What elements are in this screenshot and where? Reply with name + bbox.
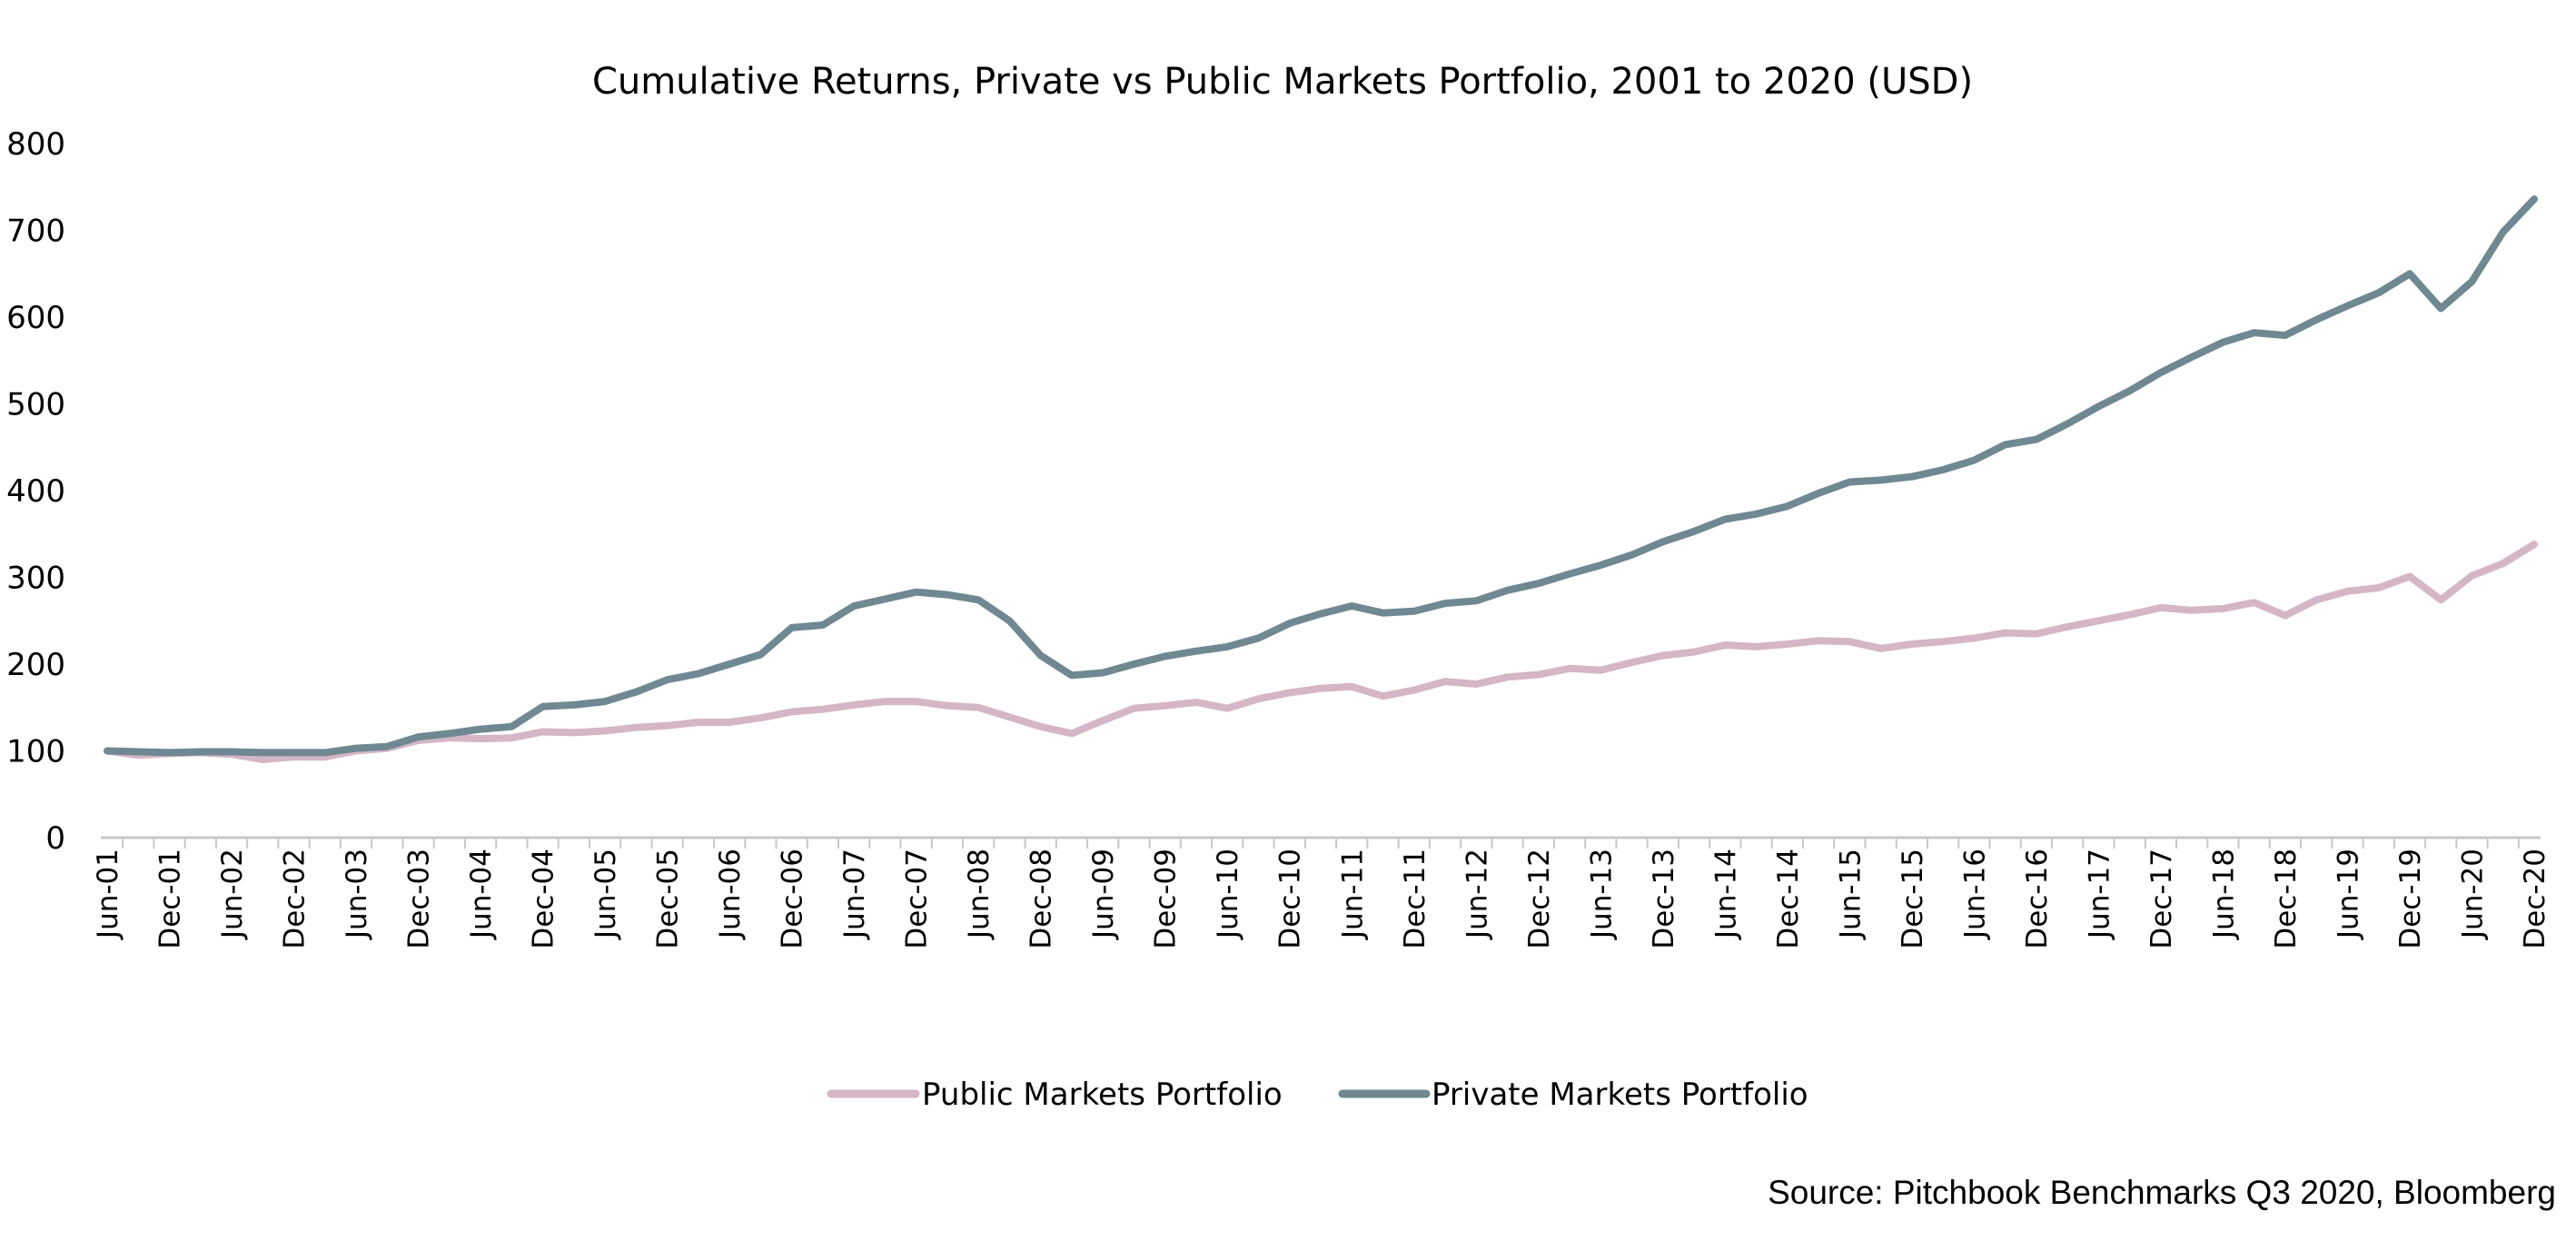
x-tick-label: Dec-16 bbox=[2021, 849, 2054, 949]
x-tick-label: Dec-06 bbox=[777, 849, 809, 949]
y-tick-label: 600 bbox=[6, 300, 65, 336]
x-tick-label: Jun-09 bbox=[1087, 849, 1120, 940]
x-tick-label: Jun-06 bbox=[714, 849, 747, 940]
x-tick-label: Dec-01 bbox=[154, 849, 187, 949]
x-tick-label: Dec-14 bbox=[1772, 849, 1805, 949]
x-tick-label: Jun-17 bbox=[2083, 849, 2115, 940]
x-tick-label: Dec-09 bbox=[1150, 849, 1183, 949]
x-tick-label: Dec-10 bbox=[1274, 849, 1307, 949]
series-line-private-markets bbox=[104, 195, 2538, 757]
y-tick-label: 200 bbox=[6, 647, 65, 683]
x-tick-label: Jun-04 bbox=[465, 849, 498, 940]
x-tick-label: Dec-11 bbox=[1399, 849, 1432, 949]
x-tick-label: Dec-13 bbox=[1648, 849, 1680, 949]
x-tick-label: Jun-16 bbox=[1958, 849, 1991, 940]
series-lines bbox=[104, 195, 2538, 763]
x-tick-label: Dec-07 bbox=[901, 849, 934, 949]
x-tick-label: Jun-18 bbox=[2207, 849, 2240, 940]
y-axis-tick-labels: 0 100 200 300 400 500 600 700 800 bbox=[6, 126, 65, 857]
source-note: Source: Pitchbook Benchmarks Q3 2020, Bl… bbox=[1768, 1174, 2556, 1211]
y-tick-label: 100 bbox=[6, 734, 65, 770]
x-tick-label: Jun-03 bbox=[341, 849, 373, 940]
x-tick-label: Jun-02 bbox=[216, 849, 249, 940]
y-tick-label: 400 bbox=[6, 473, 65, 510]
x-tick-label: Dec-19 bbox=[2394, 849, 2427, 949]
x-axis-tick-labels: Jun-01 Dec-01 Jun-02 Dec-02 Jun-03 Dec-03 Jun-… bbox=[92, 849, 2551, 949]
legend: Public Markets Portfolio Private Markets… bbox=[827, 1077, 1808, 1113]
y-tick-label: 300 bbox=[6, 561, 65, 597]
y-tick-label: 800 bbox=[6, 126, 65, 163]
x-tick-label: Jun-01 bbox=[92, 849, 124, 940]
x-tick-label: Dec-20 bbox=[2519, 849, 2551, 949]
chart-title: Cumulative Returns, Private vs Public Ma… bbox=[592, 61, 1973, 103]
x-tick-label: Jun-13 bbox=[1585, 849, 1618, 940]
x-tick-label: Dec-02 bbox=[279, 849, 312, 949]
x-axis-ticks bbox=[122, 838, 2520, 849]
series-line-public-markets bbox=[104, 541, 2538, 763]
x-tick-label: Jun-12 bbox=[1461, 849, 1493, 940]
x-tick-label: Dec-05 bbox=[652, 849, 685, 949]
x-tick-label: Dec-04 bbox=[528, 849, 560, 949]
x-tick-label: Dec-18 bbox=[2270, 849, 2303, 949]
x-tick-label: Jun-20 bbox=[2456, 849, 2489, 940]
x-tick-label: Dec-08 bbox=[1025, 849, 1058, 949]
x-tick-label: Jun-10 bbox=[1212, 849, 1244, 940]
x-tick-label: Jun-08 bbox=[963, 849, 996, 940]
x-tick-label: Jun-19 bbox=[2332, 849, 2364, 940]
legend-label-public: Public Markets Portfolio bbox=[922, 1077, 1283, 1113]
x-tick-label: Jun-14 bbox=[1709, 849, 1742, 940]
x-tick-label: Jun-05 bbox=[590, 849, 622, 940]
x-tick-label: Dec-12 bbox=[1523, 849, 1556, 949]
y-tick-label: 500 bbox=[6, 387, 65, 423]
x-tick-label: Dec-15 bbox=[1897, 849, 1929, 949]
y-tick-label: 0 bbox=[45, 820, 65, 857]
x-tick-label: Jun-07 bbox=[838, 849, 871, 940]
y-tick-label: 700 bbox=[6, 213, 65, 250]
x-tick-label: Dec-17 bbox=[2145, 849, 2178, 949]
x-tick-label: Jun-11 bbox=[1336, 849, 1369, 940]
x-tick-label: Dec-03 bbox=[403, 849, 436, 949]
x-tick-label: Jun-15 bbox=[1834, 849, 1867, 940]
legend-label-private: Private Markets Portfolio bbox=[1432, 1077, 1808, 1113]
